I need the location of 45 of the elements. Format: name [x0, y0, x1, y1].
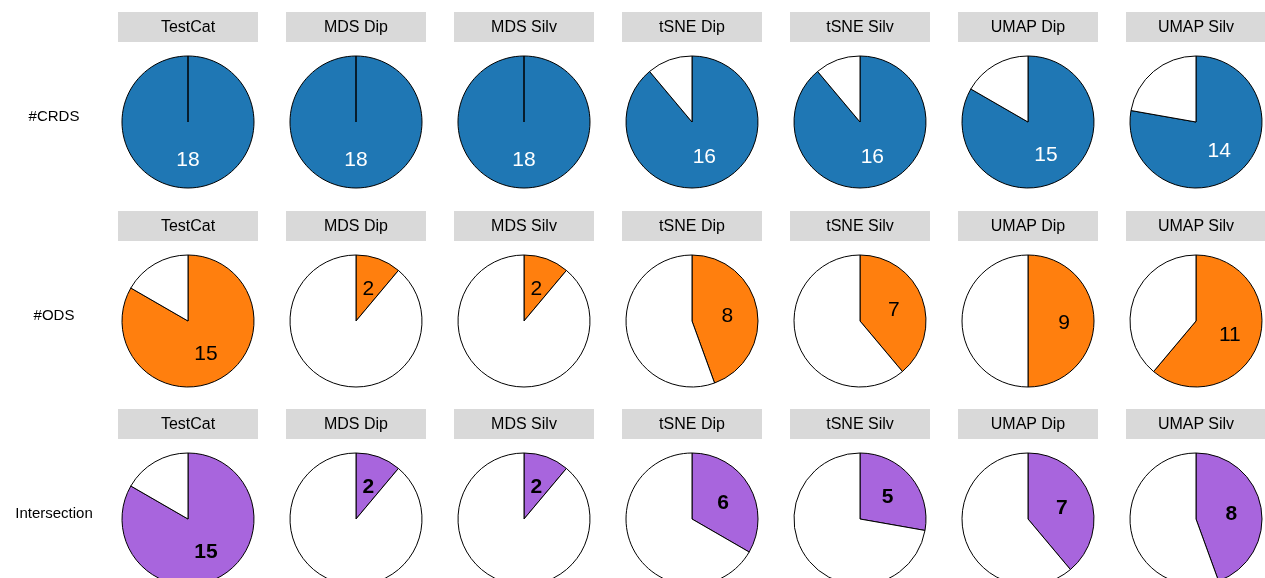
chart-title: UMAP Dip — [990, 217, 1066, 235]
chart-title: MDS Silv — [491, 217, 557, 235]
chart-title: tSNE Silv — [826, 217, 894, 235]
data-label: 7 — [1055, 495, 1068, 519]
text: Intersection — [15, 504, 93, 521]
chart-title: TestCat — [160, 217, 216, 235]
text: #CRDS — [28, 107, 80, 124]
chart-title: MDS Dip — [323, 217, 388, 235]
chart-title: MDS Silv — [491, 18, 557, 36]
data-label: 18 — [344, 146, 368, 170]
chart-title: MDS Dip — [323, 18, 388, 36]
chart-title: UMAP Silv — [1157, 217, 1235, 235]
chart-title: UMAP Silv — [1157, 415, 1235, 433]
chart-title: MDS Silv — [491, 415, 557, 433]
data-label: 14 — [1207, 138, 1232, 162]
data-label: 8 — [1225, 501, 1238, 525]
data-label: 16 — [692, 144, 716, 168]
data-label: 18 — [176, 146, 200, 170]
chart-title: UMAP Dip — [990, 415, 1066, 433]
data-label: 2 — [362, 275, 375, 299]
chart-title: tSNE Dip — [659, 18, 725, 36]
data-label: 15 — [194, 340, 218, 364]
chart-title: tSNE Silv — [826, 18, 894, 36]
chart-title: tSNE Dip — [659, 415, 725, 433]
data-label: 15 — [194, 538, 218, 562]
data-label: 7 — [887, 297, 900, 321]
chart-title: UMAP Silv — [1157, 18, 1235, 36]
chart-title: tSNE Dip — [659, 217, 725, 235]
data-label: 16 — [860, 144, 884, 168]
data-label: 5 — [881, 484, 894, 508]
data-label: 2 — [530, 473, 543, 497]
data-label: 18 — [512, 146, 536, 170]
data-label: 2 — [530, 275, 543, 299]
chart-title: tSNE Silv — [826, 415, 894, 433]
text: #ODS — [33, 306, 75, 323]
data-label: 2 — [362, 473, 375, 497]
chart-title: TestCat — [160, 415, 216, 433]
data-label: 8 — [721, 303, 734, 327]
chart-title: MDS Dip — [323, 415, 388, 433]
data-label: 6 — [717, 489, 730, 513]
data-label: 9 — [1058, 309, 1070, 333]
chart-title: UMAP Dip — [990, 18, 1066, 36]
data-label: 11 — [1218, 321, 1241, 345]
data-label: 15 — [1034, 141, 1058, 165]
chart-title: TestCat — [160, 18, 216, 36]
